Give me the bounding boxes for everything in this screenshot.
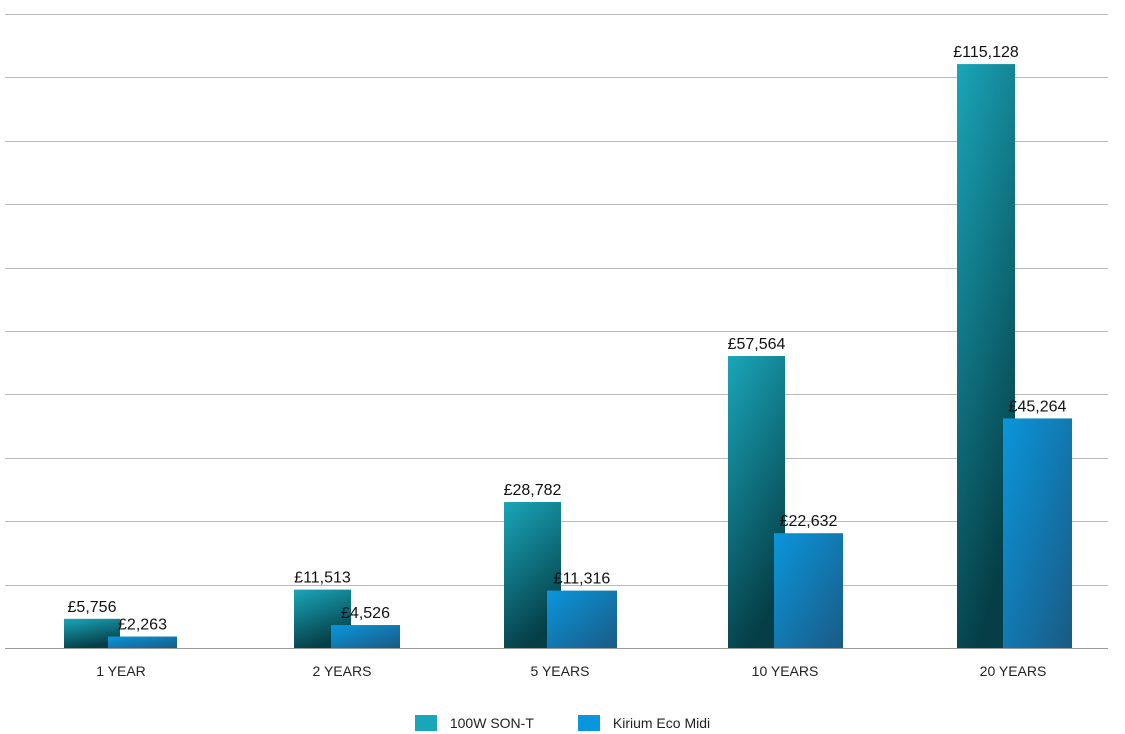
legend-label-kirium: Kirium Eco Midi [612,715,711,731]
legend: 100W SON-T Kirium Eco Midi [0,712,1125,734]
data-labels: £5,756£2,263 £11,513 £4,526 £28,782 £11,316 £… [68,44,1067,633]
x-tick-label: 1 YEAR [96,663,146,679]
data-label-son-t: £28,782 [504,482,562,499]
x-tick-label: 20 YEARS [980,663,1047,679]
x-axis-ticks: 1 YEAR 2 YEARS 5 YEARS 10 YEARS 20 YEARS [96,663,1046,679]
legend-label-son-t: 100W SON-T [449,715,534,731]
legend-item-kirium: Kirium Eco Midi [577,715,711,731]
bars [64,64,1072,648]
legend-item-son-t: 100W SON-T [414,715,534,731]
x-tick-label: 5 YEARS [531,663,590,679]
data-label-kirium: £22,632 [780,513,838,530]
gridlines [5,14,1108,649]
x-tick-label: 10 YEARS [752,663,819,679]
data-label-kirium: £45,264 [1009,398,1067,415]
legend-swatch-kirium [577,715,600,731]
bar-kirium [547,590,617,648]
bar-kirium [1003,418,1072,648]
data-label-son-t: £115,128 [953,44,1019,61]
data-label-son-t: £57,564 [728,336,786,353]
bar-kirium [331,625,400,648]
data-label-kirium: £2,263 [118,617,167,634]
x-tick-label: 2 YEARS [313,663,372,679]
legend-swatch-son-t [414,715,437,731]
data-label-kirium: £11,316 [554,571,611,588]
data-label-son-t: £11,513 [294,570,351,587]
data-label-kirium: £4,526 [341,605,390,622]
data-label-son-t: £5,756 [68,599,117,616]
bar-kirium [108,636,177,648]
bar-kirium [774,533,843,648]
